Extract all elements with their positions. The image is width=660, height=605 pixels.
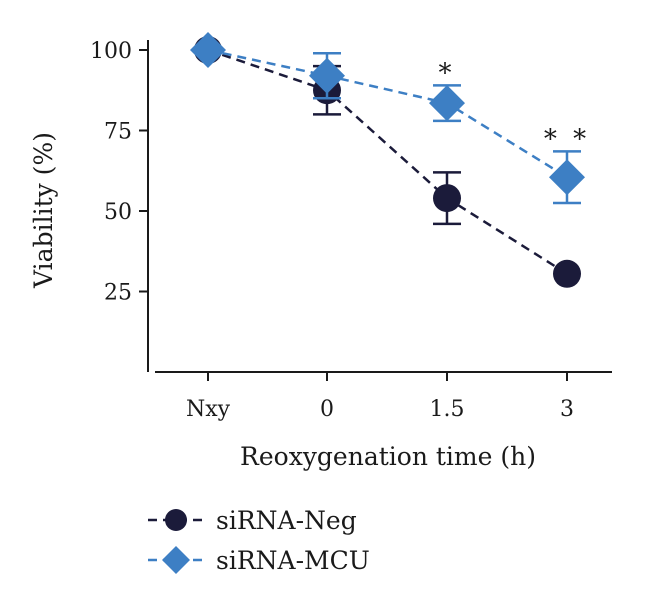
y-tick-label: 100 xyxy=(90,39,132,64)
y-tick-label: 75 xyxy=(104,120,132,145)
y-tick-label: 25 xyxy=(104,281,132,306)
legend-label: siRNA-Neg xyxy=(216,506,357,535)
legend-item-sirna-mcu: siRNA-MCU xyxy=(148,546,370,575)
data-point xyxy=(429,85,465,122)
significance-marker: * * xyxy=(544,124,590,154)
x-axis-title: Reoxygenation time (h) xyxy=(240,442,536,471)
annotation-layer: * * * xyxy=(439,58,590,154)
series-line xyxy=(207,48,568,179)
data-point xyxy=(549,159,585,196)
data-point xyxy=(433,184,461,213)
x-tick-label: Nxy xyxy=(186,397,231,422)
legend-label: siRNA-MCU xyxy=(216,546,370,575)
axes: 25 50 75 100 Nxy 0 1.5 3 xyxy=(90,39,612,422)
legend: siRNA-Neg siRNA-MCU xyxy=(148,506,370,575)
data-point xyxy=(309,57,345,94)
series-line xyxy=(207,48,568,275)
legend-marker xyxy=(162,546,190,574)
data-point xyxy=(190,32,226,68)
series-sirna-mcu xyxy=(190,32,585,205)
legend-item-sirna-neg: siRNA-Neg xyxy=(148,506,357,535)
data-point xyxy=(553,259,581,288)
y-tick-label: 50 xyxy=(104,200,132,225)
x-tick-label: 0 xyxy=(320,397,334,422)
legend-marker xyxy=(165,509,187,531)
significance-marker: * xyxy=(439,58,456,88)
x-tick-label: 1.5 xyxy=(430,397,465,422)
x-tick-label: 3 xyxy=(560,397,574,422)
y-axis-title: Viability (%) xyxy=(29,132,58,289)
series-sirna-neg xyxy=(194,36,581,288)
series-layer xyxy=(190,32,585,288)
